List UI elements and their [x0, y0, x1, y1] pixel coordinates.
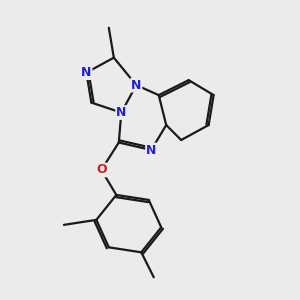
Text: N: N	[131, 79, 142, 92]
Text: N: N	[81, 66, 92, 79]
Text: N: N	[146, 143, 156, 157]
Text: N: N	[116, 106, 127, 119]
Text: O: O	[96, 164, 107, 176]
